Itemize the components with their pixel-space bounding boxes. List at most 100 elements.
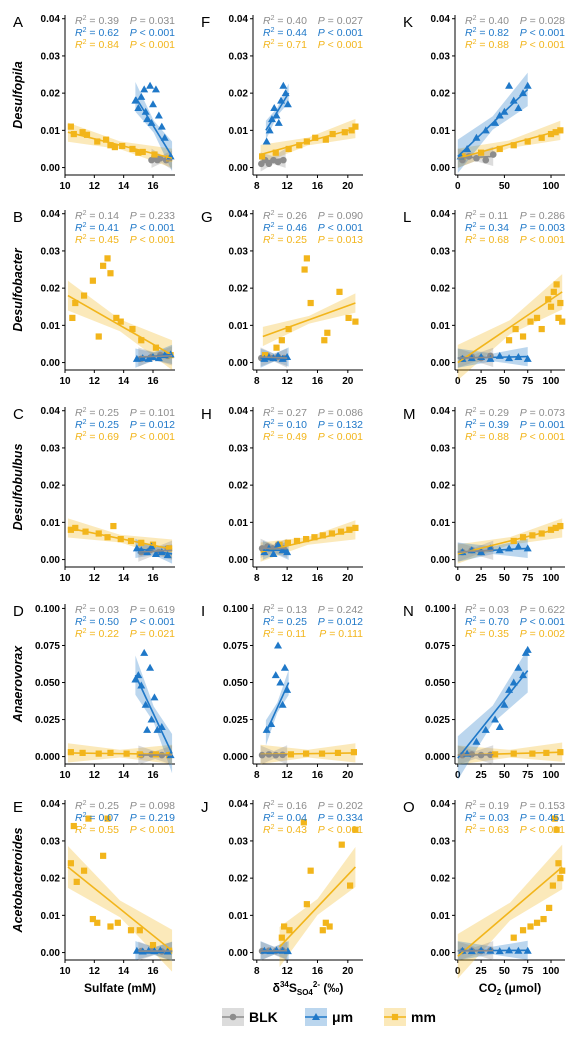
stat-p-BLK: P = 0.619 bbox=[130, 604, 175, 616]
point-mm bbox=[79, 129, 86, 136]
y-tick-label: 0.01 bbox=[431, 321, 451, 332]
point-mm bbox=[549, 882, 556, 889]
row-ylabel-desulfopila: Desulfopila bbox=[11, 61, 25, 128]
x-tick-label: 75 bbox=[522, 770, 534, 781]
point-mm bbox=[102, 136, 110, 143]
x-tick-label: 10 bbox=[59, 181, 71, 192]
fit-line-um bbox=[265, 682, 290, 734]
y-tick-label: 0.04 bbox=[41, 799, 61, 810]
x-tick-label: 12 bbox=[89, 966, 101, 977]
point-mm bbox=[117, 318, 124, 325]
x-tick-label: 12 bbox=[282, 966, 294, 977]
y-tick-label: 0.00 bbox=[431, 948, 451, 959]
point-mm bbox=[259, 153, 266, 160]
point-um bbox=[523, 946, 532, 954]
point-mm bbox=[113, 314, 120, 322]
y-tick-label: 0.01 bbox=[431, 911, 451, 922]
x-tick-label: 75 bbox=[522, 573, 534, 584]
x-tick-label: 16 bbox=[312, 770, 324, 781]
panel-J: J 0.00 0.01 0.02 0.03 0.04 8 12 16 20 R2 = 0.16 P =… bbox=[201, 799, 363, 977]
x-tick-label: 12 bbox=[89, 573, 101, 584]
point-um bbox=[163, 551, 172, 559]
stat-line-BLK: R2 = 0.16 bbox=[263, 800, 307, 812]
point-mm bbox=[328, 530, 335, 537]
stat-p-mm: P < 0.001 bbox=[318, 39, 363, 51]
point-mm bbox=[519, 333, 527, 340]
stat-line-BLK: R2 = 0.29 bbox=[465, 407, 509, 419]
point-mm bbox=[550, 288, 557, 295]
y-tick-label: 0.03 bbox=[431, 443, 451, 454]
point-BLK bbox=[265, 160, 273, 168]
point-mm bbox=[303, 255, 310, 262]
x-tick-label: 16 bbox=[312, 966, 324, 977]
point-BLK bbox=[473, 154, 480, 162]
point-um bbox=[505, 81, 514, 89]
point-mm bbox=[559, 867, 566, 874]
point-um bbox=[150, 693, 159, 701]
panel-A: A 0.00 0.01 0.02 0.03 0.04 10 12 14 16 R2 = 0.39 P … bbox=[13, 14, 175, 192]
point-mm bbox=[281, 923, 288, 930]
panel-letter: M bbox=[403, 406, 416, 423]
y-tick-label: 0.02 bbox=[229, 874, 249, 885]
point-um bbox=[262, 137, 271, 145]
panel-letter: F bbox=[201, 14, 210, 31]
y-tick-label: 0.075 bbox=[425, 641, 450, 652]
point-mm bbox=[510, 537, 517, 545]
y-tick-label: 0.02 bbox=[41, 284, 61, 295]
point-mm bbox=[300, 819, 307, 826]
panel-G: G 0.00 0.01 0.02 0.03 0.04 8 12 16 20 R2 = 0.26 P =… bbox=[201, 209, 363, 387]
y-tick-label: 0.100 bbox=[425, 604, 450, 615]
panel-O: O 0.00 0.01 0.02 0.03 0.04 0 25 50 75 100 R2 = 0.19… bbox=[403, 799, 566, 979]
point-um bbox=[486, 354, 495, 362]
fit-line-mm bbox=[67, 131, 173, 160]
x-tick-label: 8 bbox=[254, 376, 260, 387]
stat-p-um: P = 0.001 bbox=[520, 419, 565, 431]
point-mm bbox=[527, 923, 534, 930]
fit-line-mm bbox=[260, 752, 356, 756]
point-mm bbox=[127, 927, 135, 934]
y-tick-label: 0.04 bbox=[41, 406, 61, 417]
panel-letter: K bbox=[403, 14, 413, 31]
x-tick-label: 12 bbox=[89, 770, 101, 781]
stat-line-um: R2 = 0.44 bbox=[263, 27, 307, 39]
stat-p-BLK: P = 0.242 bbox=[318, 604, 363, 616]
point-mm bbox=[149, 942, 157, 949]
point-um bbox=[495, 722, 504, 730]
stat-p-um: P < 0.001 bbox=[130, 222, 175, 234]
point-mm bbox=[527, 318, 534, 325]
stat-line-mm: R2 = 0.71 bbox=[263, 39, 307, 51]
stat-line-BLK: R2 = 0.40 bbox=[263, 15, 307, 27]
x-tick-label: 20 bbox=[342, 181, 354, 192]
x-tick-label: 14 bbox=[118, 966, 130, 977]
stat-p-BLK: P = 0.098 bbox=[130, 800, 175, 812]
y-tick-label: 0.04 bbox=[431, 799, 451, 810]
x-axis-label-co2: CO2 (μmol) bbox=[479, 981, 541, 997]
stat-line-BLK: R2 = 0.40 bbox=[465, 15, 509, 27]
panel-D: D 0.000 0.025 0.050 0.075 0.100 10 12 14 16 R2 = 0… bbox=[13, 603, 175, 781]
panel-K: K 0.00 0.01 0.02 0.03 0.04 0 50 100 R2 = 0.40 P = … bbox=[403, 14, 565, 192]
x-tick-label: 8 bbox=[254, 966, 260, 977]
stat-p-um: P < 0.001 bbox=[318, 27, 363, 39]
point-mm bbox=[72, 524, 79, 532]
x-tick-label: 12 bbox=[89, 376, 101, 387]
point-mm bbox=[70, 822, 77, 830]
point-mm bbox=[555, 314, 562, 322]
stat-line-BLK: R2 = 0.13 bbox=[263, 604, 307, 616]
fit-line-mm bbox=[67, 527, 173, 550]
y-tick-label: 0.03 bbox=[41, 836, 61, 847]
stat-p-mm: P < 0.001 bbox=[520, 431, 565, 443]
y-tick-label: 0.025 bbox=[223, 715, 248, 726]
point-mm bbox=[553, 281, 560, 288]
fit-line-mm bbox=[67, 752, 173, 756]
stat-p-um: P = 0.334 bbox=[318, 812, 363, 824]
y-tick-label: 0.01 bbox=[229, 126, 249, 137]
y-tick-label: 0.02 bbox=[431, 481, 451, 492]
x-tick-label: 25 bbox=[476, 376, 488, 387]
y-tick-label: 0.100 bbox=[35, 604, 60, 615]
x-axis-label-delta34s: δ34SSO42- (‰) bbox=[273, 980, 344, 997]
panel-letter: H bbox=[201, 406, 212, 423]
row-ylabel-desulfobacter: Desulfobacter bbox=[11, 247, 25, 331]
y-tick-label: 0.00 bbox=[41, 948, 61, 959]
y-tick-label: 0.01 bbox=[41, 911, 61, 922]
point-mm bbox=[551, 815, 558, 822]
